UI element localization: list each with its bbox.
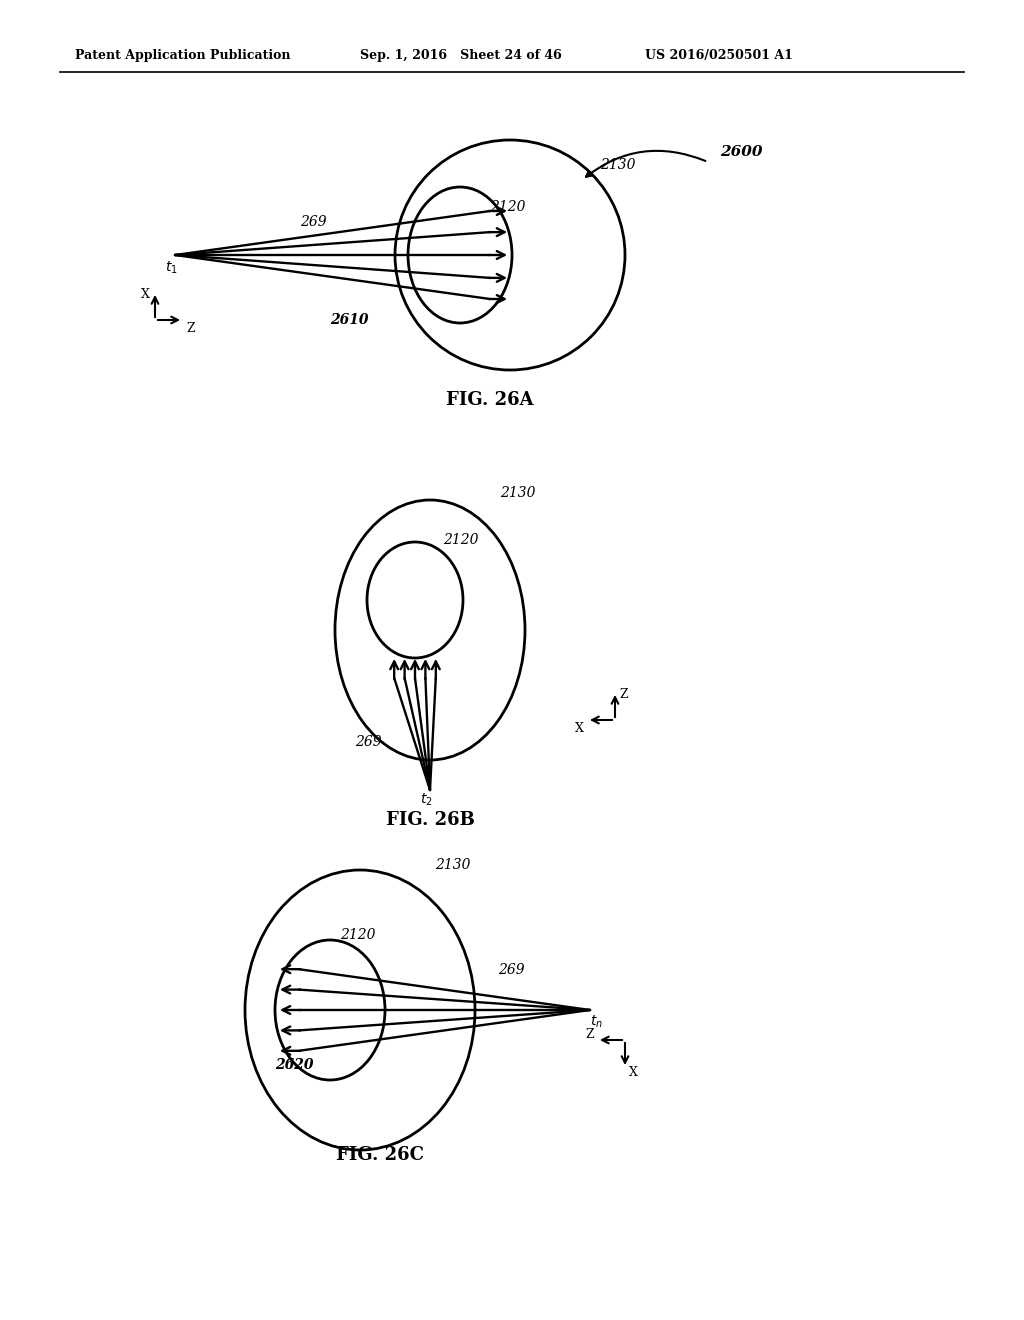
- Text: Z: Z: [186, 322, 195, 334]
- Text: 2130: 2130: [500, 486, 536, 500]
- Text: 2120: 2120: [340, 928, 376, 942]
- Text: X: X: [141, 288, 150, 301]
- Text: FIG. 26B: FIG. 26B: [386, 810, 474, 829]
- Text: $t_1$: $t_1$: [165, 260, 178, 276]
- Text: 2120: 2120: [490, 201, 525, 214]
- Text: 269: 269: [355, 735, 382, 748]
- Text: Z: Z: [585, 1027, 594, 1040]
- Text: 2620: 2620: [275, 1059, 313, 1072]
- Text: 2130: 2130: [600, 158, 636, 172]
- Text: 2610: 2610: [330, 313, 369, 327]
- Text: X: X: [575, 722, 584, 734]
- Text: 2600: 2600: [720, 145, 763, 158]
- Text: $t_n$: $t_n$: [590, 1014, 603, 1030]
- Text: Patent Application Publication: Patent Application Publication: [75, 49, 291, 62]
- Text: 2120: 2120: [443, 533, 478, 546]
- Text: FIG. 26C: FIG. 26C: [336, 1146, 424, 1164]
- Text: 269: 269: [498, 964, 524, 977]
- Text: Z: Z: [618, 688, 628, 701]
- Text: 269: 269: [300, 215, 327, 228]
- Text: X: X: [629, 1065, 638, 1078]
- Text: FIG. 26A: FIG. 26A: [446, 391, 534, 409]
- Text: Sep. 1, 2016   Sheet 24 of 46: Sep. 1, 2016 Sheet 24 of 46: [360, 49, 562, 62]
- Text: 2130: 2130: [435, 858, 470, 873]
- Text: $t_2$: $t_2$: [420, 792, 433, 808]
- Text: US 2016/0250501 A1: US 2016/0250501 A1: [645, 49, 793, 62]
